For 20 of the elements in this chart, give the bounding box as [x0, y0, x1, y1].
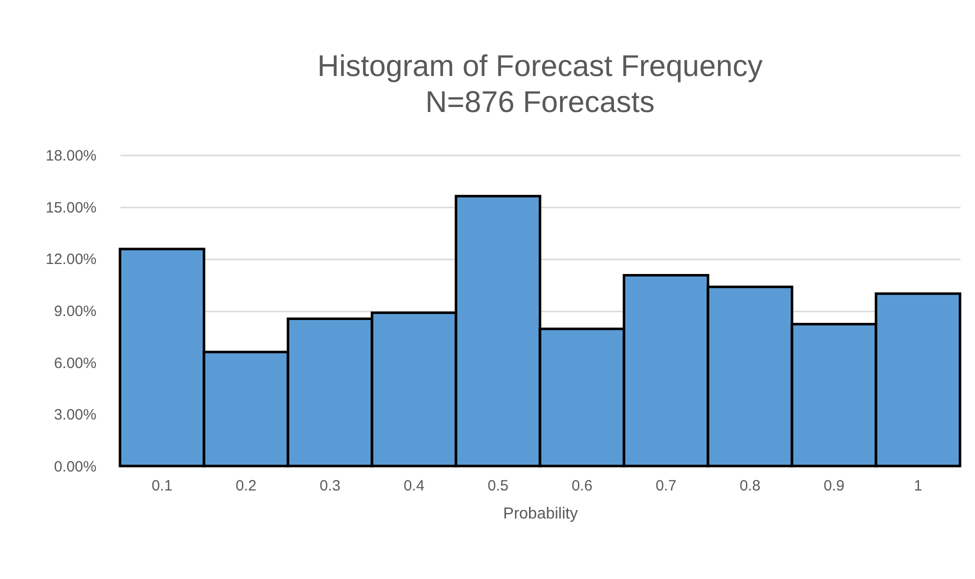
x-tick-label: 0.9 [824, 478, 844, 494]
y-tick-label: 15.00% [46, 199, 96, 216]
x-tick-label: 0.8 [740, 478, 760, 494]
y-tick-label: 12.00% [46, 251, 96, 268]
y-tick-label: 3.00% [54, 406, 96, 424]
y-tick-label: 18.00% [46, 148, 96, 164]
x-axis-title: Probability [503, 506, 578, 522]
x-tick-label: 0.1 [152, 478, 172, 494]
y-tick-label: 0.00% [54, 458, 96, 476]
chart-title: Histogram of Forecast Frequency [317, 50, 763, 83]
chart-subtitle: N=876 Forecasts [425, 86, 655, 119]
x-tick-label: 0.3 [320, 478, 340, 494]
x-tick-label: 1 [914, 478, 922, 494]
x-tick-label: 0.6 [572, 478, 592, 494]
x-tick-label: 0.4 [404, 478, 424, 494]
x-tick-label: 0.2 [236, 478, 256, 494]
y-tick-label: 6.00% [54, 354, 96, 372]
x-tick-label: 0.7 [656, 478, 676, 494]
x-tick-label: 0.5 [488, 478, 508, 494]
y-tick-label: 9.00% [54, 303, 96, 320]
